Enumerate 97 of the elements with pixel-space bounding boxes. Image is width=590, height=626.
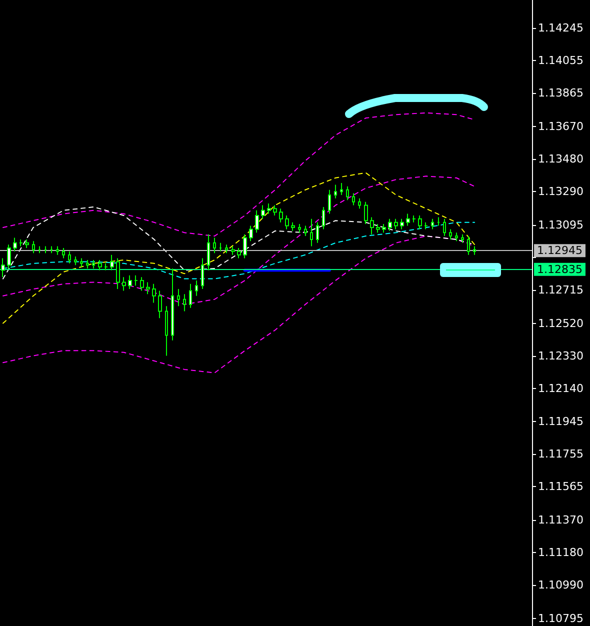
candlestick (219, 242, 222, 252)
candlestick (473, 246, 476, 256)
y-tick-label: 1.13670 (538, 120, 584, 134)
y-tick-label: 1.10795 (538, 612, 584, 625)
candlestick (346, 186, 349, 201)
candlestick (261, 204, 265, 220)
candlestick (104, 262, 108, 271)
candlestick (340, 182, 343, 196)
candlestick (80, 258, 83, 268)
y-tick-label: 1.11565 (538, 480, 584, 494)
candlestick (158, 290, 162, 319)
candlestick (291, 222, 295, 232)
candlestick (358, 198, 361, 210)
candlestick (165, 306, 168, 356)
candlestick (328, 189, 331, 214)
ref-line-label: 1.12835 (537, 262, 582, 276)
candlestick (32, 240, 35, 254)
y-tick-label: 1.13095 (538, 218, 584, 232)
candlestick (455, 232, 458, 242)
candlestick (231, 246, 235, 256)
y-tick-label: 1.10990 (538, 578, 584, 592)
candlestick (122, 276, 126, 292)
candlestick (110, 254, 114, 271)
candlestick (62, 248, 65, 259)
candlestick (44, 246, 47, 254)
candlestick (25, 238, 29, 249)
candlestick (183, 294, 186, 312)
candlestick (267, 203, 271, 214)
candlestick (7, 244, 11, 270)
y-tick-label: 1.13290 (538, 185, 584, 198)
y-tick-label: 1.14055 (538, 54, 584, 68)
y-tick-label: 1.14245 (538, 22, 584, 35)
candlestick (443, 218, 446, 237)
candlestick (279, 208, 283, 223)
candlestick (225, 244, 228, 254)
candlestick (370, 216, 374, 235)
y-tick-label: 1.11370 (538, 513, 584, 526)
candlestick (467, 236, 470, 256)
candlestick (116, 258, 120, 290)
candlestick (364, 201, 368, 225)
candlestick (38, 246, 41, 254)
candlestick (140, 276, 144, 292)
candlestick (285, 215, 289, 230)
candlestick (134, 274, 138, 286)
candlestick (273, 204, 277, 216)
candlestick (68, 250, 71, 264)
candlestick (207, 234, 210, 271)
candlestick (352, 192, 355, 206)
y-tick-label: 1.12715 (538, 283, 584, 296)
candlestick (449, 228, 452, 240)
line-series (2, 222, 476, 280)
y-tick-label: 1.13865 (538, 86, 584, 100)
y-tick-label: 1.13480 (538, 152, 584, 166)
candlestick (56, 246, 59, 256)
ref-line-label: 1.12945 (537, 244, 582, 258)
candlestick (195, 280, 198, 296)
candlestick (424, 222, 428, 230)
candlestick (50, 246, 53, 254)
candlestick (418, 215, 422, 230)
y-tick-label: 1.11180 (538, 546, 584, 559)
candlestick (298, 224, 301, 234)
candlestick (19, 238, 23, 247)
candlestick (310, 218, 313, 247)
candlestick (213, 237, 216, 254)
y-tick-label: 1.11945 (538, 415, 584, 428)
candlestick (237, 248, 241, 259)
candlestick (255, 210, 259, 234)
candlestick (13, 237, 17, 252)
candlestick (406, 213, 410, 226)
y-tick-label: 1.12330 (538, 349, 584, 362)
candlestick (382, 224, 386, 234)
candlestick (98, 259, 102, 271)
candlestick (128, 274, 132, 290)
candlestick (437, 216, 440, 226)
candlestick (74, 256, 77, 266)
candlestick (388, 218, 392, 232)
candlestick (304, 225, 307, 237)
y-tick-label: 1.11755 (538, 448, 584, 461)
candlestick (431, 218, 434, 230)
y-tick-label: 1.12140 (538, 382, 584, 395)
candlestick (189, 283, 192, 308)
candlestick (461, 234, 464, 244)
candlestick (92, 259, 95, 270)
candlestick (394, 218, 398, 230)
candlestick (177, 288, 180, 307)
candlestick (334, 184, 337, 199)
y-tick-label: 1.12520 (538, 316, 584, 330)
candlestick (86, 259, 89, 270)
candlestick (412, 215, 416, 223)
candlestick (152, 283, 156, 304)
candlestick (316, 222, 319, 244)
candlestick (400, 218, 404, 230)
candlestick (171, 268, 174, 341)
candlestick (249, 225, 253, 242)
candlestick (376, 224, 380, 234)
candlestick (243, 234, 247, 259)
candlestick (146, 282, 150, 295)
